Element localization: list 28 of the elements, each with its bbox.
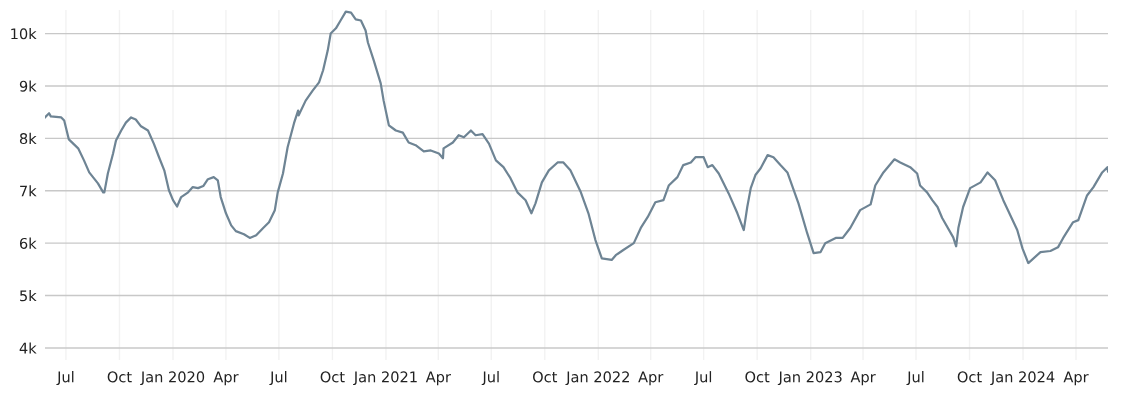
y-tick-label: 5k bbox=[20, 290, 37, 302]
x-tick-label: Jan 2020 bbox=[140, 371, 205, 386]
x-tick-label: Oct bbox=[745, 371, 770, 383]
y-tick-label: 10k bbox=[11, 28, 37, 40]
x-tick-label: Jul bbox=[56, 371, 74, 386]
y-tick-label: 7k bbox=[20, 185, 37, 197]
x-tick-label: Jan 2021 bbox=[353, 371, 417, 386]
x-tick-label: Apr bbox=[850, 371, 876, 386]
x-tick-label: Jan 2022 bbox=[565, 371, 629, 386]
x-tick-label: Apr bbox=[425, 371, 451, 386]
x-tick-label: Apr bbox=[213, 371, 239, 386]
x-tick-label: Apr bbox=[638, 371, 664, 386]
x-tick-label: Jul bbox=[481, 371, 499, 386]
x-tick-label: Jul bbox=[269, 371, 287, 386]
x-tick-label: Oct bbox=[957, 371, 982, 383]
x-tick-label: Oct bbox=[320, 371, 345, 383]
x-tick-label: Jan 2024 bbox=[990, 371, 1055, 386]
y-tick-label: 9k bbox=[19, 80, 37, 92]
y-tick-label: 6k bbox=[19, 237, 37, 249]
y-tick-label: 4k bbox=[19, 342, 37, 354]
line-series bbox=[45, 10, 1108, 265]
x-tick-label: Jul bbox=[906, 371, 924, 386]
x-tick-label: Jan 2023 bbox=[777, 371, 842, 386]
x-tick-label: Oct bbox=[533, 371, 558, 383]
x-tick-label: Apr bbox=[1063, 371, 1089, 386]
y-tick-label: 8k bbox=[19, 132, 37, 145]
x-tick-label: Oct bbox=[107, 371, 132, 383]
x-tick-label: Jul bbox=[694, 371, 712, 386]
